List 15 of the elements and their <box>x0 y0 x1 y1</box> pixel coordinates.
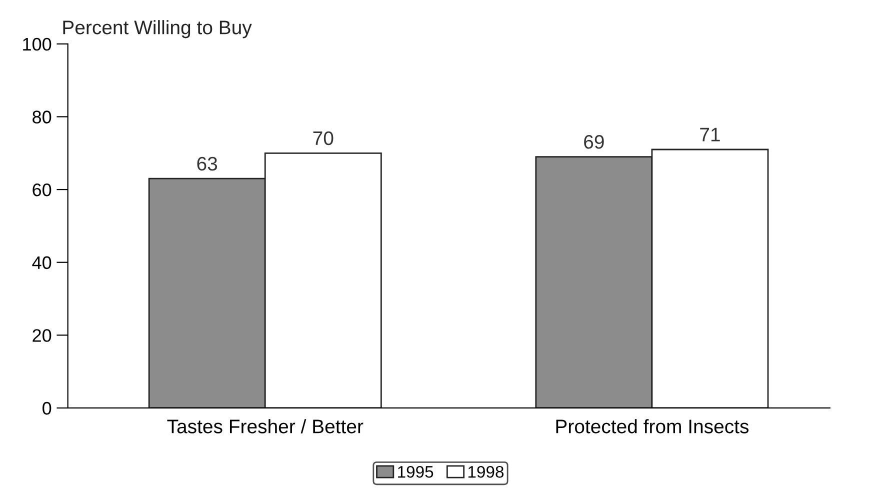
y-tick-label: 40 <box>32 256 52 270</box>
y-tick-label: 60 <box>32 183 52 196</box>
legend-label: 1995 <box>398 466 434 478</box>
y-tick-label: 0 <box>42 402 52 415</box>
x-tick-label: Tastes Fresher / Better <box>167 419 364 434</box>
data-label: 70 <box>313 131 334 146</box>
y-tick-label: 20 <box>32 329 52 342</box>
legend-label: 1998 <box>468 466 504 478</box>
data-label: 63 <box>197 156 218 171</box>
data-label: 69 <box>584 134 604 149</box>
data-label: 71 <box>700 128 720 142</box>
y-axis-title: Percent Willing to Buy <box>63 20 252 38</box>
y-tick-label: 100 <box>23 38 52 51</box>
x-tick-label: Protected from Insects <box>556 419 749 434</box>
y-tick-label: 80 <box>32 110 52 124</box>
